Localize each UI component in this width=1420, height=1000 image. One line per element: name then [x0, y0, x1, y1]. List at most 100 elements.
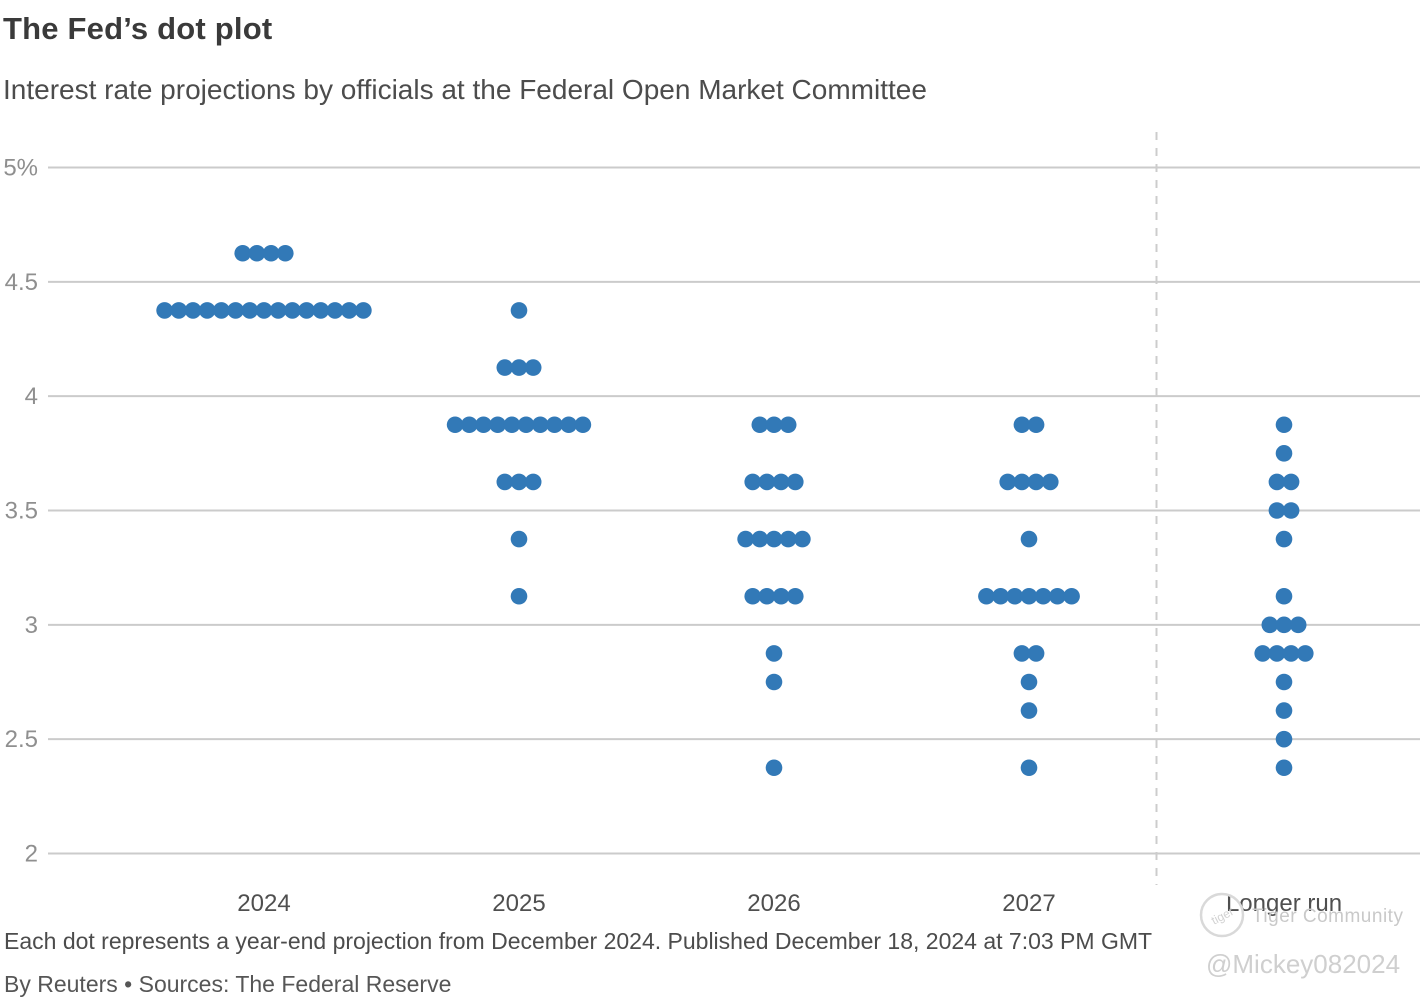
projection-dot-2027-3.625 — [1027, 473, 1045, 491]
projection-dot-2026-3.875 — [751, 416, 769, 434]
x-axis-category-label: 2027 — [1002, 890, 1055, 917]
projection-dot-2026-3.625 — [787, 473, 804, 491]
source-byline: By Reuters • Sources: The Federal Reserv… — [4, 971, 452, 997]
projection-dot-2025-3.125 — [510, 587, 528, 605]
projection-dot-longer-run-2.375 — [1275, 759, 1293, 777]
projection-dot-longer-run-2.875 — [1268, 645, 1286, 662]
y-axis-tick-label: 4.5 — [5, 269, 38, 296]
svg-text:tiger: tiger — [1209, 904, 1236, 927]
projection-dot-longer-run-3.5 — [1282, 502, 1300, 519]
projection-dot-2025-3.625 — [524, 473, 542, 491]
projection-dot-longer-run-3.5 — [1268, 502, 1286, 519]
projection-dot-longer-run-3 — [1261, 616, 1279, 634]
projection-dot-longer-run-2.75 — [1275, 673, 1293, 691]
projection-dot-2024-4.375 — [198, 302, 216, 319]
projection-dot-2025-3.875 — [503, 416, 521, 434]
projection-dot-2027-2.625 — [1020, 702, 1038, 719]
projection-dot-2026-3.375 — [751, 530, 769, 548]
projection-dot-2025-3.875 — [574, 416, 592, 434]
projection-dot-2027-3.875 — [1027, 416, 1045, 434]
projection-dot-longer-run-2.875 — [1282, 645, 1300, 662]
projection-dot-2027-3.125 — [978, 587, 995, 605]
projection-dot-longer-run-2.875 — [1297, 645, 1314, 662]
projection-dot-longer-run-2.5 — [1275, 730, 1293, 748]
chart-footnote: Each dot represents a year-end projectio… — [4, 928, 1153, 954]
projection-dot-2024-4.625 — [262, 244, 280, 262]
projection-dot-2027-3.125 — [1034, 587, 1052, 605]
projection-dot-2027-3.625 — [1042, 473, 1059, 491]
y-axis-tick-label: 3 — [25, 612, 38, 639]
projection-dot-2025-3.875 — [517, 416, 535, 434]
projection-dot-2024-4.375 — [312, 302, 330, 319]
y-axis-tick-label: 2 — [25, 841, 38, 868]
projection-dot-2025-3.875 — [489, 416, 507, 434]
projection-dot-2026-3.375 — [794, 530, 811, 548]
projection-dot-2026-2.75 — [765, 673, 783, 691]
projection-dot-2027-2.875 — [1013, 645, 1031, 662]
projection-dot-2025-4.375 — [510, 302, 528, 319]
projection-dot-2027-3.625 — [999, 473, 1016, 491]
projection-dot-2024-4.375 — [227, 302, 244, 319]
projection-dot-2024-4.625 — [277, 244, 294, 262]
projection-dot-2027-3.625 — [1013, 473, 1031, 491]
projection-dot-2025-3.875 — [546, 416, 563, 434]
y-axis-tick-label: 5% — [3, 155, 38, 182]
projection-dot-2024-4.375 — [326, 302, 344, 319]
projection-dot-longer-run-3.125 — [1275, 587, 1293, 605]
x-axis-category-label: 2026 — [747, 890, 800, 917]
projection-dot-2024-4.375 — [355, 302, 372, 319]
y-axis-tick-label: 4 — [25, 383, 38, 410]
projection-dot-2025-3.625 — [510, 473, 528, 491]
projection-dot-2027-3.125 — [1063, 587, 1080, 605]
projection-dot-longer-run-3.875 — [1275, 416, 1293, 434]
projection-dot-2026-3.125 — [772, 587, 790, 605]
projection-dot-2026-3.875 — [779, 416, 797, 434]
projection-dot-2027-2.375 — [1020, 759, 1038, 777]
projection-dot-2026-3.875 — [765, 416, 783, 434]
projection-dot-2024-4.625 — [248, 244, 266, 262]
page-subtitle: Interest rate projections by officials a… — [3, 74, 927, 105]
projection-dot-longer-run-3.375 — [1275, 530, 1293, 548]
projection-dot-2027-3.125 — [992, 587, 1009, 605]
projection-dot-longer-run-3.625 — [1282, 473, 1300, 491]
projection-dot-2025-3.875 — [446, 416, 464, 434]
projection-dot-2027-2.875 — [1027, 645, 1045, 662]
projection-dot-2027-3.875 — [1013, 416, 1031, 434]
projection-dot-longer-run-3 — [1289, 616, 1307, 634]
projection-dot-2024-4.375 — [255, 302, 273, 319]
projection-dot-2025-3.875 — [475, 416, 492, 434]
projection-dot-2026-3.375 — [779, 530, 797, 548]
projection-dot-2027-3.125 — [1049, 587, 1066, 605]
projection-dot-2027-3.125 — [1006, 587, 1024, 605]
watermark-community-name: Tiger Community — [1252, 906, 1404, 927]
projection-dot-2026-3.625 — [772, 473, 790, 491]
projection-dot-longer-run-2.875 — [1254, 645, 1271, 662]
y-axis-tick-label: 2.5 — [5, 726, 38, 753]
page-title: The Fed’s dot plot — [3, 11, 273, 46]
projection-dot-2026-3.125 — [787, 587, 804, 605]
projection-dot-2025-3.375 — [510, 530, 528, 548]
projection-dot-2026-3.625 — [758, 473, 776, 491]
projection-dot-2027-3.375 — [1020, 530, 1038, 548]
projection-dot-2025-3.875 — [560, 416, 577, 434]
x-axis-category-label: Longer run — [1226, 890, 1342, 917]
projection-dot-2024-4.375 — [184, 302, 202, 319]
projection-dot-2024-4.375 — [340, 302, 358, 319]
projection-dot-2026-3.625 — [744, 473, 761, 491]
projection-dot-longer-run-3.75 — [1275, 445, 1293, 462]
projection-dot-2027-2.75 — [1020, 673, 1038, 691]
watermark-user-handle: @Mickey082024 — [1206, 949, 1401, 979]
projection-dot-2025-3.875 — [532, 416, 549, 434]
projection-dot-2025-4.125 — [510, 359, 528, 376]
projection-dot-2024-4.375 — [213, 302, 230, 319]
projection-dot-2026-2.875 — [765, 645, 783, 662]
projection-dot-2024-4.375 — [241, 302, 259, 319]
projection-dot-2025-4.125 — [496, 359, 514, 376]
projection-dot-longer-run-3.625 — [1268, 473, 1286, 491]
tiger-community-logo-icon: tiger — [1199, 892, 1245, 938]
x-axis-category-label: 2025 — [492, 890, 545, 917]
projection-dot-2025-3.875 — [461, 416, 478, 434]
projection-dot-2026-3.375 — [737, 530, 754, 548]
projection-dot-2024-4.375 — [298, 302, 315, 319]
